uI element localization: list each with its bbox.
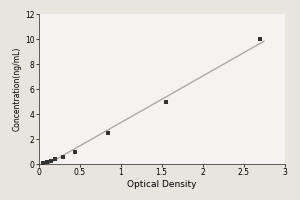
X-axis label: Optical Density: Optical Density <box>127 180 196 189</box>
Y-axis label: Concentration(ng/mL): Concentration(ng/mL) <box>13 47 22 131</box>
